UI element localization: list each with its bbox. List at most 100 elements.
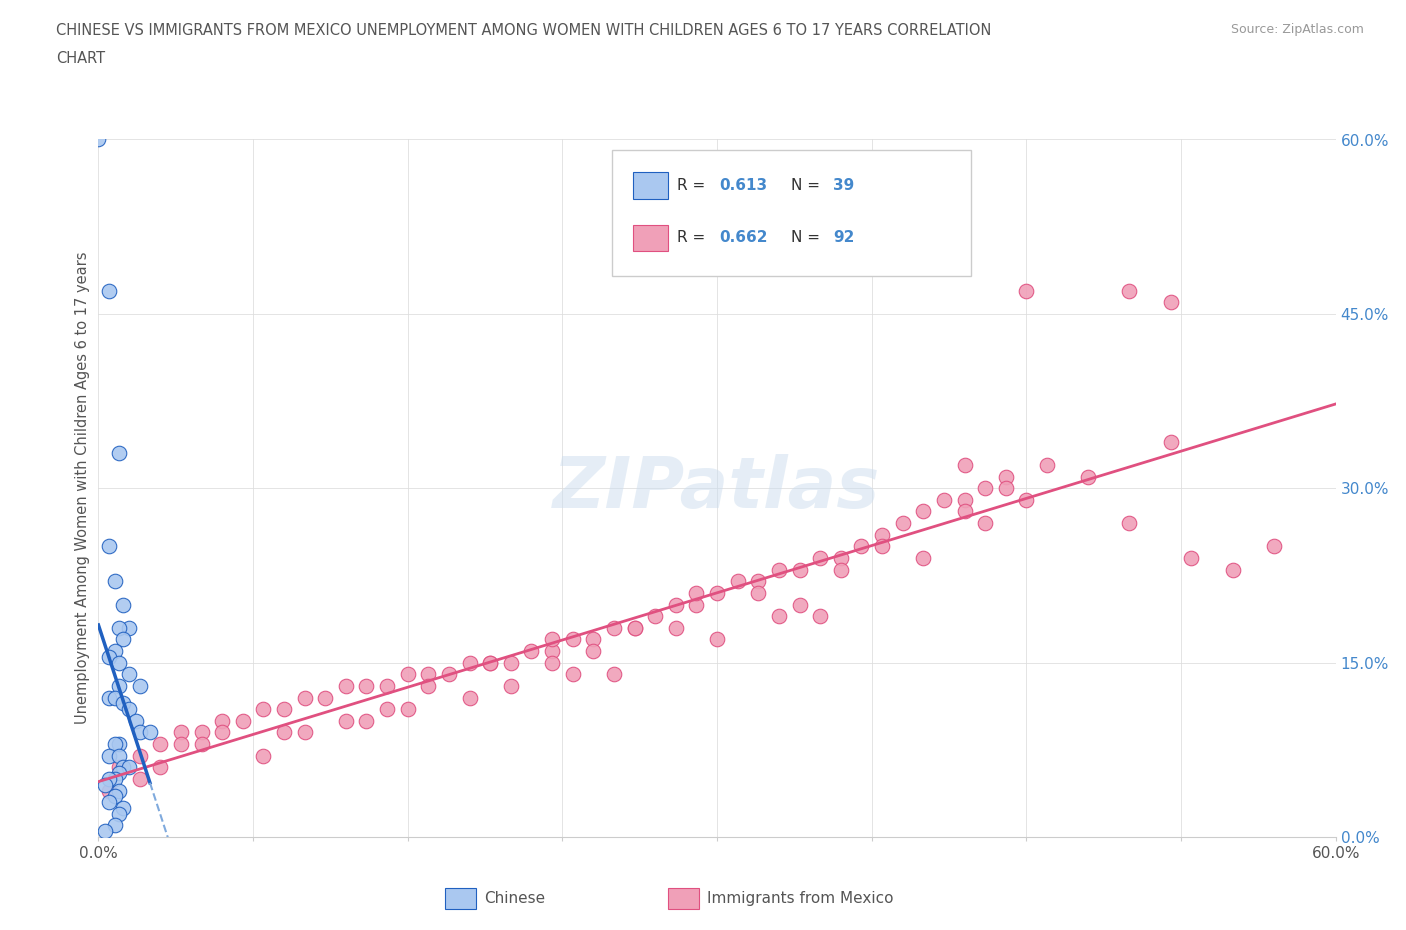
Point bbox=[108, 748, 131, 763]
Point bbox=[953, 458, 976, 472]
Point bbox=[108, 806, 131, 821]
Point bbox=[97, 283, 120, 298]
Point bbox=[356, 713, 378, 728]
Point bbox=[418, 679, 440, 694]
Point bbox=[170, 725, 193, 740]
Point bbox=[108, 765, 131, 780]
Text: ZIPatlas: ZIPatlas bbox=[554, 454, 880, 523]
Point bbox=[108, 737, 131, 751]
Point bbox=[108, 679, 131, 694]
Point bbox=[112, 801, 135, 816]
Point bbox=[747, 574, 769, 589]
Point bbox=[974, 481, 997, 496]
Text: CHINESE VS IMMIGRANTS FROM MEXICO UNEMPLOYMENT AMONG WOMEN WITH CHILDREN AGES 6 : CHINESE VS IMMIGRANTS FROM MEXICO UNEMPL… bbox=[56, 23, 991, 38]
Point bbox=[1015, 493, 1038, 508]
Point bbox=[294, 725, 316, 740]
FancyBboxPatch shape bbox=[612, 150, 970, 275]
Point bbox=[541, 644, 564, 658]
Point bbox=[706, 632, 728, 647]
Point bbox=[789, 597, 811, 612]
Text: CHART: CHART bbox=[56, 51, 105, 66]
Point bbox=[685, 586, 707, 601]
Point bbox=[541, 632, 564, 647]
Point bbox=[561, 632, 583, 647]
Point bbox=[870, 527, 893, 542]
Point bbox=[1180, 551, 1202, 565]
Point bbox=[294, 690, 316, 705]
Point bbox=[128, 772, 150, 787]
Point bbox=[104, 772, 127, 787]
Point bbox=[375, 679, 398, 694]
Point bbox=[499, 679, 522, 694]
Point bbox=[124, 713, 146, 728]
Point bbox=[520, 644, 543, 658]
Point bbox=[273, 701, 295, 716]
Point bbox=[104, 789, 127, 804]
Point bbox=[211, 725, 233, 740]
Point bbox=[808, 551, 831, 565]
Point bbox=[479, 656, 502, 671]
Point bbox=[396, 667, 419, 682]
Bar bbox=[633, 225, 668, 251]
Point bbox=[458, 690, 481, 705]
Point bbox=[118, 667, 141, 682]
Text: N =: N = bbox=[792, 178, 825, 193]
Point bbox=[1077, 469, 1099, 484]
Point bbox=[112, 597, 135, 612]
Point bbox=[582, 632, 605, 647]
Point bbox=[623, 620, 645, 635]
Point bbox=[665, 620, 688, 635]
Point bbox=[108, 620, 131, 635]
Point bbox=[932, 493, 955, 508]
Point bbox=[104, 737, 127, 751]
Point bbox=[356, 679, 378, 694]
Point bbox=[97, 649, 120, 664]
Point bbox=[128, 748, 150, 763]
Point bbox=[1118, 515, 1140, 530]
Point bbox=[97, 690, 120, 705]
Point bbox=[458, 656, 481, 671]
Point bbox=[128, 725, 150, 740]
Point bbox=[437, 667, 460, 682]
Point bbox=[104, 690, 127, 705]
Point bbox=[1160, 295, 1182, 310]
Point bbox=[870, 539, 893, 554]
Point bbox=[190, 737, 212, 751]
Point bbox=[1015, 283, 1038, 298]
Point bbox=[232, 713, 254, 728]
Point bbox=[644, 609, 666, 624]
Point bbox=[830, 551, 852, 565]
Point bbox=[582, 644, 605, 658]
Point bbox=[727, 574, 749, 589]
Point bbox=[97, 783, 120, 798]
Bar bbox=[633, 172, 668, 199]
Point bbox=[108, 760, 131, 775]
Point bbox=[994, 481, 1017, 496]
Point bbox=[93, 824, 115, 839]
Point bbox=[118, 760, 141, 775]
Point bbox=[273, 725, 295, 740]
Point bbox=[396, 701, 419, 716]
Point bbox=[479, 656, 502, 671]
Point bbox=[128, 679, 150, 694]
Point bbox=[108, 445, 131, 460]
Point bbox=[314, 690, 336, 705]
Y-axis label: Unemployment Among Women with Children Ages 6 to 17 years: Unemployment Among Women with Children A… bbox=[75, 252, 90, 724]
Text: N =: N = bbox=[792, 230, 825, 245]
Point bbox=[112, 632, 135, 647]
Point bbox=[851, 539, 873, 554]
Point bbox=[1036, 458, 1059, 472]
Point bbox=[97, 539, 120, 554]
Point bbox=[112, 696, 135, 711]
Point bbox=[211, 713, 233, 728]
Point bbox=[541, 656, 564, 671]
Text: 0.613: 0.613 bbox=[720, 178, 768, 193]
Point bbox=[789, 562, 811, 577]
Point bbox=[97, 748, 120, 763]
Point bbox=[1263, 539, 1285, 554]
Point bbox=[104, 574, 127, 589]
Text: Chinese: Chinese bbox=[485, 891, 546, 906]
Point bbox=[108, 783, 131, 798]
Point bbox=[252, 748, 274, 763]
Point bbox=[561, 667, 583, 682]
